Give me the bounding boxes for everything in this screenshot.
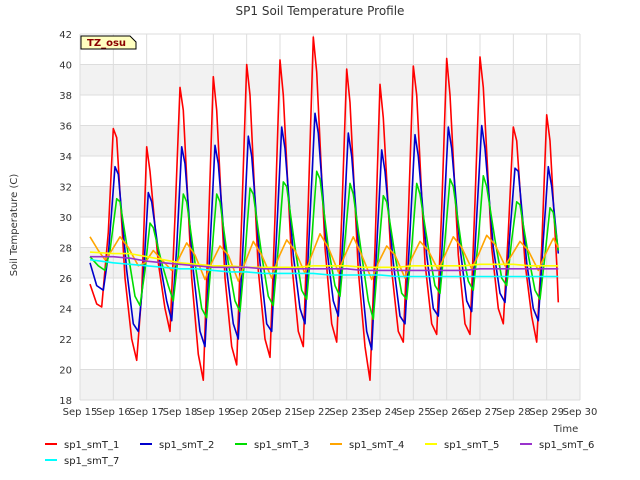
x-tick-label: Sep 20 — [229, 407, 264, 418]
legend-label: sp1_smT_5 — [444, 440, 499, 451]
plot-band — [80, 95, 580, 126]
x-tick-label: Sep 19 — [196, 407, 231, 418]
series-line-sp1-smT-6 — [90, 255, 559, 272]
y-tick-label: 18 — [59, 396, 72, 407]
x-tick-label: Sep 21 — [263, 407, 298, 418]
y-tick-label: 20 — [59, 366, 72, 377]
x-tick-label: Sep 22 — [296, 407, 331, 418]
legend-label: sp1_smT_2 — [159, 440, 214, 451]
x-tick-label: Sep 26 — [429, 407, 464, 418]
y-tick-label: 26 — [59, 274, 72, 285]
legend-label: sp1_smT_7 — [64, 456, 119, 467]
x-tick-label: Sep 17 — [129, 407, 164, 418]
plot-band — [80, 217, 580, 248]
legend: sp1_smT_1 sp1_smT_2 sp1_smT_3 sp1_smT_4 sp1_… — [45, 440, 594, 467]
plot-band — [80, 156, 580, 187]
tz-badge-box — [80, 35, 137, 50]
series-lines — [89, 36, 560, 381]
y-tick-label: 28 — [59, 244, 72, 255]
y-tick-label: 36 — [59, 122, 72, 133]
series-line-sp1-smT-2 — [89, 112, 560, 351]
y-axis-ticks: 18 20 22 24 26 28 30 32 34 36 38 40 42 — [59, 30, 72, 407]
plot-band — [80, 125, 580, 156]
x-tick-label: Sep 29 — [529, 407, 564, 418]
tz-badge: TZ_osu — [80, 35, 137, 50]
x-axis-title: Time — [553, 424, 578, 435]
x-tick-label: Sep 18 — [163, 407, 198, 418]
plot-band — [80, 64, 580, 95]
x-tick-label: Sep 25 — [396, 407, 431, 418]
chart-title: SP1 Soil Temperature Profile — [236, 4, 405, 18]
x-tick-label: Sep 15 — [63, 407, 98, 418]
x-tick-label: Sep 28 — [496, 407, 531, 418]
series-line-sp1-smT-5 — [89, 251, 559, 269]
y-tick-label: 40 — [59, 61, 72, 72]
series-line-sp1-smT-7 — [89, 258, 559, 278]
tz-badge-label: TZ_osu — [87, 38, 126, 49]
legend-label: sp1_smT_4 — [349, 440, 404, 451]
plot-band — [80, 369, 580, 400]
y-tick-label: 38 — [59, 91, 72, 102]
x-tick-label: Sep 24 — [363, 407, 398, 418]
series-line-sp1-smT-1 — [89, 36, 560, 381]
y-tick-label: 34 — [59, 152, 72, 163]
legend-label: sp1_smT_6 — [539, 440, 594, 451]
x-tick-label: Sep 27 — [463, 407, 498, 418]
plot-band — [80, 339, 580, 370]
plot-band — [80, 34, 580, 65]
legend-label: sp1_smT_3 — [254, 440, 309, 451]
y-tick-label: 24 — [59, 305, 72, 316]
y-tick-label: 32 — [59, 183, 72, 194]
x-tick-label: Sep 30 — [563, 407, 598, 418]
y-axis-title: Soil Temperature (C) — [9, 174, 20, 277]
legend-label: sp1_smT_1 — [64, 440, 119, 451]
x-tick-label: Sep 23 — [329, 407, 364, 418]
y-tick-label: 22 — [59, 335, 72, 346]
series-line-sp1-smT-4 — [89, 233, 560, 282]
y-tick-label: 30 — [59, 213, 72, 224]
plot-band — [80, 186, 580, 217]
x-tick-label: Sep 16 — [96, 407, 131, 418]
y-tick-label: 42 — [59, 30, 72, 41]
